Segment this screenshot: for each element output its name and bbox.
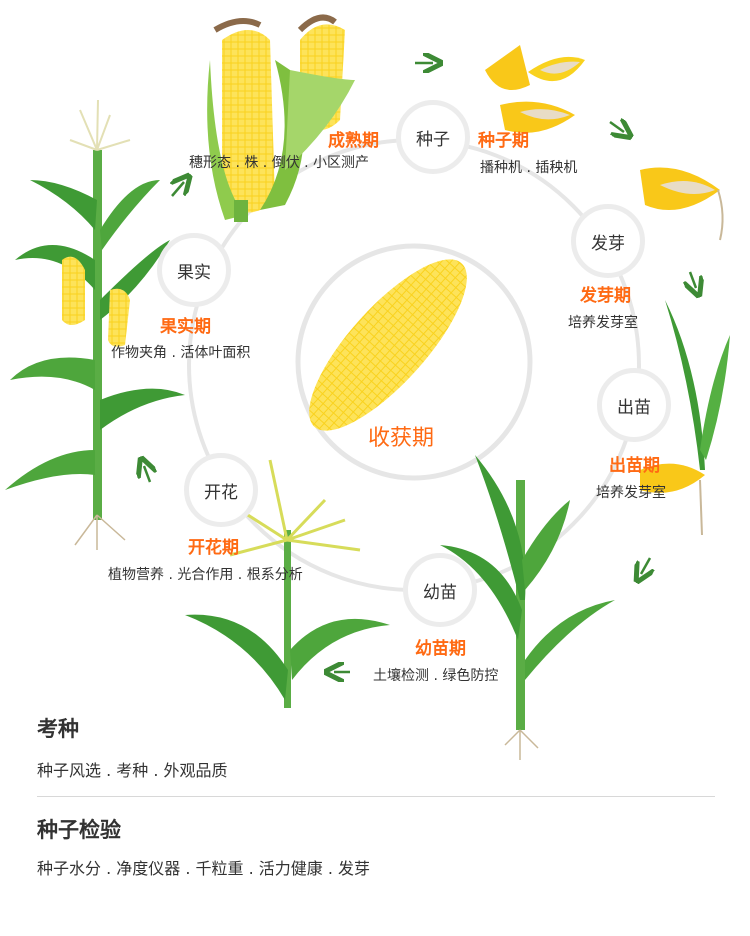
node-seedling: 幼苗 bbox=[403, 553, 477, 627]
stage-seed-title: 种子期 bbox=[478, 131, 529, 151]
node-fruit: 果实 bbox=[157, 233, 231, 307]
stage-fruit-title: 果实期 bbox=[160, 317, 211, 337]
stage-germination-desc: 培养发芽室 bbox=[568, 315, 638, 331]
stage-seedling-title: 幼苗期 bbox=[415, 639, 466, 659]
stage-seed-desc: 播种机 . 插秧机 bbox=[480, 160, 578, 176]
node-emergence: 出苗 bbox=[597, 368, 671, 442]
flowering-plant-icon bbox=[185, 459, 390, 708]
stage-fruit-desc: 作物夹角 . 活体叶面积 bbox=[111, 345, 251, 361]
divider bbox=[37, 796, 715, 797]
section-desc-seed-test: 种子水分 . 净度仪器 . 千粒重 . 活力健康 . 发芽 bbox=[37, 859, 371, 878]
stage-maturity-title: 成熟期 bbox=[328, 131, 379, 151]
mature-plant-icon bbox=[5, 99, 185, 550]
stage-germination-title: 发芽期 bbox=[580, 286, 631, 306]
seed-kernels-icon bbox=[485, 45, 724, 241]
section-title-seed-test: 种子检验 bbox=[37, 818, 121, 842]
arrow-icon bbox=[641, 557, 650, 574]
harvest-label: 收获期 bbox=[368, 426, 435, 451]
node-germination: 发芽 bbox=[571, 204, 645, 278]
stage-emergence-desc: 培养发芽室 bbox=[596, 485, 666, 501]
arrow-icon bbox=[609, 122, 624, 132]
section-desc-kaozhong: 种子风选 . 考种 . 外观品质 bbox=[37, 761, 228, 780]
stage-maturity-desc: 穗形态 . 株 . 倒伏 . 小区测产 bbox=[189, 155, 370, 171]
arrow-icon bbox=[172, 182, 184, 197]
node-flowering: 开花 bbox=[184, 453, 258, 527]
sprout-icon bbox=[640, 300, 730, 536]
seedling-icon bbox=[440, 455, 615, 760]
node-seed: 种子 bbox=[396, 100, 470, 174]
center-corn-icon bbox=[309, 259, 467, 431]
stage-flowering-desc: 植物营养 . 光合作用 . 根系分析 bbox=[108, 567, 303, 583]
center-ring bbox=[295, 243, 533, 481]
section-title-kaozhong: 考种 bbox=[37, 717, 79, 741]
arrow-icon bbox=[144, 466, 150, 483]
stage-emergence-title: 出苗期 bbox=[609, 456, 660, 476]
arrow-icon bbox=[690, 271, 696, 288]
cycle-arrows bbox=[144, 63, 696, 672]
stage-flowering-title: 开花期 bbox=[188, 538, 239, 558]
ripe-corn-icon bbox=[207, 14, 355, 222]
stage-seedling-desc: 土壤检测 . 绿色防控 bbox=[373, 668, 499, 684]
